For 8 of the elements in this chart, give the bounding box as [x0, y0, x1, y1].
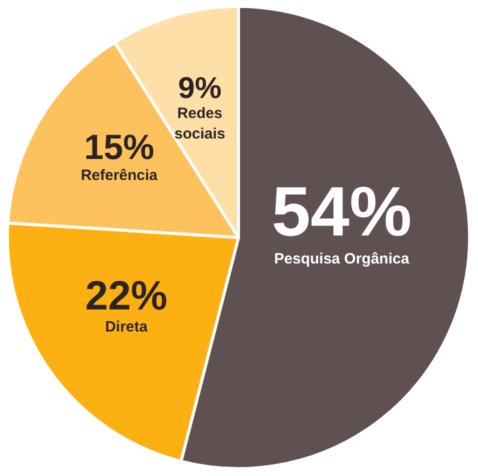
data-label: 9% — [178, 72, 222, 105]
data-label: 54% — [272, 172, 412, 250]
slice-label: Pesquisa Orgânica — [274, 250, 410, 268]
slice-label: Redes sociais — [174, 104, 226, 142]
data-label: 15% — [84, 128, 154, 168]
slice-label: Direta — [105, 318, 148, 336]
data-label: 22% — [85, 272, 168, 319]
slice-label: Referência — [80, 167, 158, 184]
